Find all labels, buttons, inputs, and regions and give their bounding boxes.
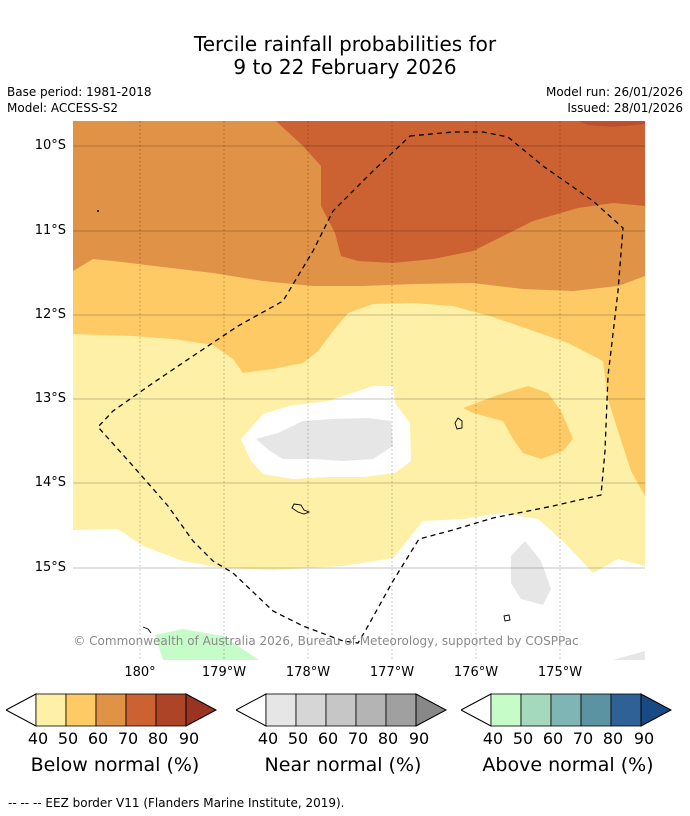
- lat-label-15s: 15°S: [34, 560, 66, 575]
- chart-title-line-2: 9 to 22 February 2026: [233, 55, 457, 79]
- near-normal-title: Near normal (%): [264, 754, 422, 776]
- island-dot: [97, 210, 99, 212]
- map-attribution: © Commonwealth of Australia 2026, Bureau…: [73, 634, 578, 648]
- colorbar-swatch: [325, 693, 357, 727]
- colorbar-swatch: [580, 693, 612, 727]
- lon-label-175w: 175°W: [537, 665, 583, 680]
- cb-tick: 90: [408, 729, 430, 748]
- colorbar-low-extension: [461, 693, 492, 727]
- cb-tick: 40: [27, 729, 49, 748]
- cb-tick: 70: [117, 729, 139, 748]
- below-normal-80-90-patch: [578, 121, 645, 127]
- near-normal-40-50-region: [256, 418, 393, 461]
- lat-label-14s: 14°S: [34, 475, 66, 490]
- colorbar-swatch: [520, 693, 552, 727]
- below-normal-50-60-patch: [463, 386, 573, 459]
- issued-label: Issued: 28/01/2026: [567, 101, 683, 115]
- eez-legend: -- -- -- EEZ border V11 (Flanders Marine…: [8, 796, 345, 810]
- colorbar-swatch: [265, 693, 297, 727]
- cb-tick: 90: [178, 729, 200, 748]
- cb-tick: 80: [602, 729, 624, 748]
- colorbar-swatch: [65, 693, 97, 727]
- cb-tick: 60: [87, 729, 109, 748]
- colorbar-low-extension: [236, 693, 267, 727]
- colorbar-swatch: [490, 693, 522, 727]
- lon-label-180: 180°: [124, 665, 156, 680]
- colorbar-high-extension: [185, 693, 218, 727]
- above-normal-colorbar: [461, 693, 673, 727]
- base-period-label: Base period: 1981-2018: [7, 85, 152, 99]
- colorbar-swatch: [355, 693, 387, 727]
- island-outline: [291, 503, 311, 515]
- chart-title-line-1: Tercile rainfall probabilities for: [193, 32, 497, 56]
- island-outline: [454, 417, 463, 430]
- lon-label-178w: 178°W: [285, 665, 331, 680]
- cb-tick: 60: [317, 729, 339, 748]
- colorbar-swatch: [155, 693, 187, 727]
- island-outline: [503, 614, 511, 622]
- lon-label-177w: 177°W: [369, 665, 415, 680]
- lon-label-179w: 179°W: [201, 665, 247, 680]
- lon-gridlines: [139, 121, 561, 660]
- cb-tick: 50: [57, 729, 79, 748]
- below-normal-70-80-region: [276, 121, 645, 263]
- rainfall-probability-map: © Commonwealth of Australia 2026, Bureau…: [73, 121, 645, 660]
- cb-tick: 70: [347, 729, 369, 748]
- lon-label-176w: 176°W: [453, 665, 499, 680]
- near-normal-corner-patch: [613, 651, 645, 660]
- cb-tick: 40: [482, 729, 504, 748]
- cb-tick: 40: [257, 729, 279, 748]
- near-normal-colorbar: [236, 693, 448, 727]
- colorbar-swatch: [35, 693, 67, 727]
- model-label: Model: ACCESS-S2: [7, 101, 119, 115]
- cb-tick: 60: [542, 729, 564, 748]
- colorbar-swatch: [550, 693, 582, 727]
- lat-gridlines: [73, 145, 645, 569]
- colorbar-high-extension: [415, 693, 448, 727]
- colorbar-swatch: [385, 693, 417, 727]
- below-normal-colorbar: [6, 693, 218, 727]
- cb-tick: 70: [572, 729, 594, 748]
- lat-label-11s: 11°S: [34, 223, 66, 238]
- island-outline: [142, 626, 152, 634]
- cb-tick: 80: [147, 729, 169, 748]
- cb-tick: 90: [633, 729, 655, 748]
- below-normal-title: Below normal (%): [30, 754, 200, 776]
- colorbar-swatch: [295, 693, 327, 727]
- lat-label-10s: 10°S: [34, 138, 66, 153]
- above-normal-title: Above normal (%): [482, 754, 654, 776]
- cb-tick: 80: [377, 729, 399, 748]
- above-normal-40-50-patch: [155, 629, 259, 660]
- colorbar-low-extension: [6, 693, 37, 727]
- colorbar-swatch: [95, 693, 127, 727]
- colorbar-high-extension: [640, 693, 673, 727]
- lat-label-12s: 12°S: [34, 307, 66, 322]
- near-normal-40-50-south: [511, 541, 551, 605]
- lat-label-13s: 13°S: [34, 391, 66, 406]
- cb-tick: 50: [287, 729, 309, 748]
- cb-tick: 50: [512, 729, 534, 748]
- colorbar-swatch: [125, 693, 157, 727]
- model-run-label: Model run: 26/01/2026: [545, 85, 683, 99]
- eez-border: [97, 131, 624, 644]
- colorbar-swatch: [610, 693, 642, 727]
